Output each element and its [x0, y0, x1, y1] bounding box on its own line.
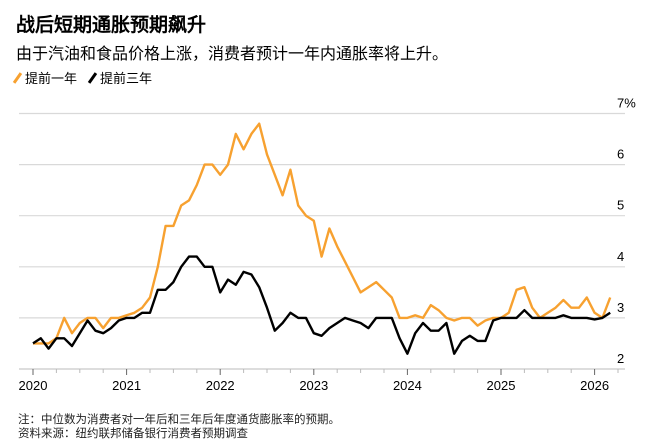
x-tick-label: 2026: [580, 378, 609, 393]
legend-item-one-year: 提前一年: [12, 68, 78, 87]
legend: 提前一年 提前三年: [12, 68, 153, 87]
footnote-note: 注：中位数为消费者对一年后和三年后年度通货膨胀率的预期。: [18, 414, 340, 426]
x-tick-label: 2021: [112, 378, 141, 393]
legend-label: 提前三年: [100, 71, 153, 86]
footnotes: 注：中位数为消费者对一年后和三年后年度通货膨胀率的预期。 资料来源：纽约联邦储备…: [18, 413, 340, 441]
footnote-source: 资料来源：纽约联邦储备银行消费者预期调查: [18, 428, 248, 440]
y-tick-label: 2: [617, 351, 624, 366]
x-tick-label: 2025: [487, 378, 516, 393]
x-tick-label: 2024: [393, 378, 422, 393]
y-tick-label: 7%: [617, 96, 636, 111]
legend-label: 提前一年: [25, 71, 78, 86]
x-tick-label: 2023: [299, 378, 328, 393]
series-line-three-year: [32, 255, 611, 355]
y-tick-label: 4: [617, 249, 624, 264]
y-tick-label: 5: [617, 198, 624, 213]
y-tick-label: 6: [617, 147, 624, 162]
y-tick-label: 3: [617, 300, 624, 315]
x-tick-label: 2020: [19, 378, 48, 393]
x-tick-label: 2022: [206, 378, 235, 393]
chart-subtitle: 由于汽油和食品价格上涨，消费者预计一年内通胀率将上升。: [16, 46, 449, 63]
chart-title: 战后短期通胀预期飙升: [16, 15, 207, 36]
series-line-one-year: [33, 122, 612, 345]
legend-item-three-year: 提前三年: [87, 68, 153, 87]
